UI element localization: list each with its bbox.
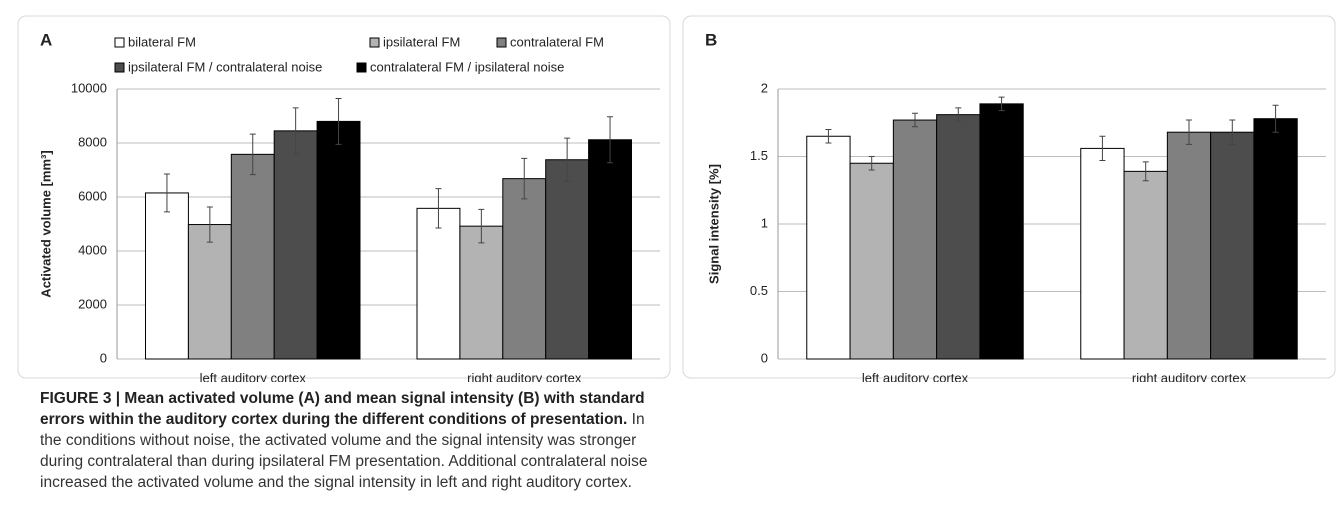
error-bar — [1186, 119, 1192, 145]
error-bar — [163, 173, 170, 213]
legend-swatch — [356, 62, 367, 73]
legend-swatch — [369, 37, 380, 48]
bar — [502, 178, 547, 360]
legend-swatch — [496, 37, 507, 48]
error-bar — [206, 206, 213, 243]
bar — [230, 153, 275, 360]
error-bar — [1099, 135, 1106, 162]
y-tick-label: 2000 — [78, 296, 107, 311]
bar — [1166, 131, 1212, 360]
y-axis-title: Activated volume [mm³] — [38, 150, 53, 297]
y-tick-label: 6000 — [78, 188, 107, 203]
bar — [892, 119, 938, 360]
legend-swatch — [114, 62, 125, 73]
error-bar — [1229, 119, 1236, 145]
y-tick-label: 8000 — [78, 134, 107, 149]
x-tick-label: right auditory cortex — [1132, 370, 1247, 382]
y-tick-label: 2 — [761, 80, 768, 95]
panel-frame — [17, 15, 671, 379]
legend-label: contralateral FM — [510, 34, 604, 49]
panel-label: B — [705, 30, 717, 49]
bar — [979, 103, 1024, 360]
x-tick-label: left auditory cortex — [862, 370, 969, 382]
bar — [1123, 170, 1168, 360]
bar — [1253, 118, 1298, 360]
error-bar — [521, 157, 528, 200]
legend-swatch — [114, 37, 125, 48]
legend-label: contralateral FM / ipsilateral noise — [370, 59, 564, 74]
error-bar — [607, 116, 614, 164]
caption: FIGURE 3 | Mean activated volume (A) and… — [40, 388, 1310, 500]
error-bar — [435, 188, 442, 229]
y-tick-label: 0 — [761, 350, 768, 365]
error-bar — [1272, 104, 1279, 133]
y-tick-label: 0 — [100, 350, 107, 365]
error-bar — [292, 107, 299, 155]
y-tick-label: 1 — [761, 215, 768, 230]
error-bar — [1142, 161, 1149, 182]
error-bar — [335, 97, 342, 145]
panel-label: A — [40, 30, 52, 49]
y-axis-title: Signal intensity [%] — [706, 164, 721, 284]
bar — [1210, 131, 1255, 360]
caption-label: FIGURE 3 | Mean activated volume (A) and… — [40, 390, 645, 428]
y-tick-label: 1.5 — [750, 148, 768, 163]
bar — [1080, 147, 1125, 360]
bar — [145, 192, 189, 360]
error-bar — [955, 107, 962, 122]
legend-label: ipsilateral FM — [383, 34, 460, 49]
error-bar — [912, 112, 918, 128]
legend-label: bilateral FM — [128, 34, 196, 49]
error-bar — [868, 156, 875, 171]
bar — [416, 207, 461, 360]
bar — [936, 114, 981, 360]
y-tick-label: 4000 — [78, 242, 107, 257]
x-tick-label: left auditory cortex — [200, 370, 307, 382]
error-bar — [249, 133, 256, 176]
figure: A Activated volume [mm³] 0 2000 4000 6000 8000… — [17, 15, 1336, 382]
bar — [273, 130, 318, 360]
bar — [316, 120, 361, 360]
caption-text: In the conditions without noise, the act… — [40, 411, 648, 491]
x-tick-label: right auditory cortex — [467, 370, 582, 382]
panel-frame — [682, 15, 1336, 379]
error-bar — [998, 96, 1005, 112]
bar — [849, 162, 894, 360]
error-bar — [564, 137, 571, 182]
bar — [545, 159, 590, 360]
y-tick-label: 0.5 — [750, 283, 768, 298]
bar — [187, 224, 232, 360]
bar — [806, 135, 851, 360]
bar — [588, 139, 632, 360]
error-bar — [825, 129, 832, 144]
bar — [459, 225, 504, 360]
error-bar — [478, 208, 485, 244]
legend-label: ipsilateral FM / contralateral noise — [128, 59, 322, 74]
y-tick-label: 10000 — [71, 80, 107, 95]
